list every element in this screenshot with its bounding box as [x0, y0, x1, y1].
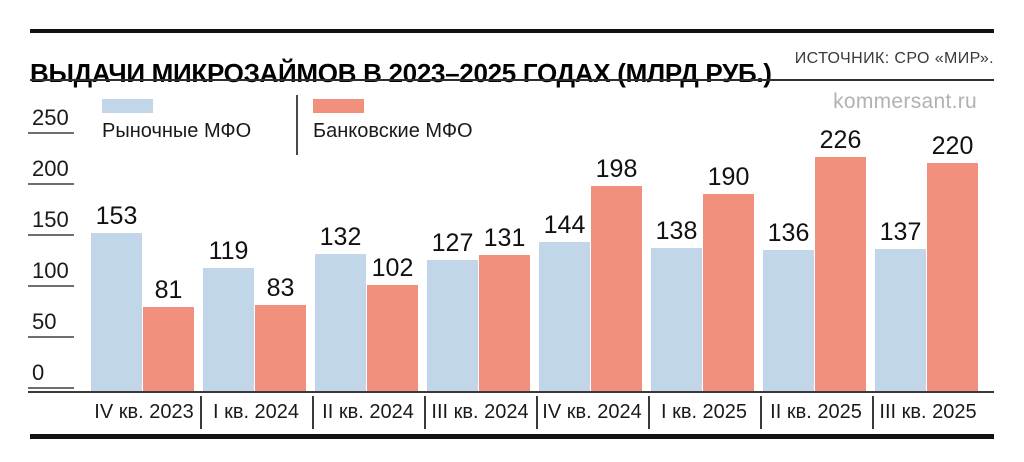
y-axis-label: 250	[32, 105, 69, 130]
legend-divider	[296, 95, 298, 155]
y-axis-tick	[28, 183, 74, 185]
page-title: ВЫДАЧИ МИКРОЗАЙМОВ В 2023–2025 ГОДАХ (МЛ…	[30, 58, 772, 89]
bar-value-label: 83	[266, 274, 295, 302]
y-axis-label: 50	[32, 309, 57, 334]
bar-market-mfo	[875, 249, 926, 391]
y-axis-tick	[28, 387, 74, 389]
x-axis-divider	[312, 396, 314, 429]
legend-item-bank-mfo: Банковские МФО	[313, 99, 473, 143]
bottom-rule	[30, 434, 994, 439]
legend-label-market-mfo: Рыночные МФО	[102, 120, 252, 142]
x-axis-divider	[424, 396, 426, 429]
bar-value-label: 136	[767, 219, 810, 247]
bar-value-label: 144	[543, 211, 586, 239]
x-axis-line	[28, 391, 994, 393]
bar-market-mfo	[539, 242, 590, 391]
bar-bank-mfo	[815, 157, 866, 391]
bar-bank-mfo	[591, 186, 642, 391]
bar-market-mfo	[315, 254, 366, 391]
y-axis-tick	[28, 336, 74, 338]
bar-bank-mfo	[703, 194, 754, 391]
x-axis-label: IV кв. 2023	[94, 401, 194, 423]
y-axis-label: 100	[32, 258, 69, 283]
watermark: kommersant.ru	[833, 90, 977, 113]
bar-value-label: 132	[319, 223, 362, 251]
x-axis-label: I кв. 2025	[660, 401, 748, 423]
y-axis-label: 0	[32, 360, 45, 385]
bar-market-mfo	[427, 260, 478, 391]
x-axis-divider	[872, 396, 874, 429]
bar-value-label: 153	[95, 202, 138, 230]
x-axis-label: I кв. 2024	[212, 401, 300, 423]
x-axis-label: III кв. 2025	[879, 401, 977, 423]
bar-bank-mfo	[927, 163, 978, 391]
bar-bank-mfo	[143, 307, 194, 391]
y-axis-tick	[28, 285, 74, 287]
bar-value-label: 190	[707, 163, 750, 191]
x-axis-divider	[648, 396, 650, 429]
header-divider	[30, 79, 994, 81]
bar-value-label: 131	[483, 224, 526, 252]
legend-label-bank-mfo: Банковские МФО	[313, 120, 473, 142]
bar-value-label: 220	[931, 132, 974, 160]
bar-market-mfo	[651, 248, 702, 391]
y-axis-label: 150	[32, 207, 69, 232]
bar-value-label: 119	[208, 237, 249, 265]
legend-swatch-market-mfo	[102, 99, 153, 113]
bar-value-label: 127	[431, 229, 474, 257]
legend-swatch-bank-mfo	[313, 99, 364, 113]
x-axis-divider	[760, 396, 762, 429]
x-axis-label: II кв. 2024	[322, 401, 414, 423]
x-axis-divider	[536, 396, 538, 429]
bar-bank-mfo	[255, 305, 306, 391]
bar-value-label: 81	[154, 276, 183, 304]
bar-market-mfo	[91, 233, 142, 391]
legend-item-market-mfo: Рыночные МФО	[102, 99, 251, 143]
x-axis-label: III кв. 2024	[431, 401, 529, 423]
y-axis-tick	[28, 234, 74, 236]
bar-value-label: 198	[595, 155, 638, 183]
x-axis-label: IV кв. 2024	[542, 401, 642, 423]
bar-bank-mfo	[479, 255, 530, 391]
x-axis-divider	[200, 396, 202, 429]
y-axis-label: 200	[32, 156, 69, 181]
y-axis-tick	[28, 132, 74, 134]
source-note: ИСТОЧНИК: СРО «МИР».	[794, 50, 994, 67]
bar-bank-mfo	[367, 285, 418, 391]
bar-value-label: 138	[655, 217, 698, 245]
bar-value-label: 137	[879, 218, 922, 246]
x-axis-label: II кв. 2025	[770, 401, 862, 423]
top-rule	[30, 29, 994, 33]
bar-value-label: 226	[819, 126, 862, 154]
bar-value-label: 102	[371, 254, 414, 282]
bar-market-mfo	[763, 250, 814, 391]
bar-market-mfo	[203, 268, 254, 391]
